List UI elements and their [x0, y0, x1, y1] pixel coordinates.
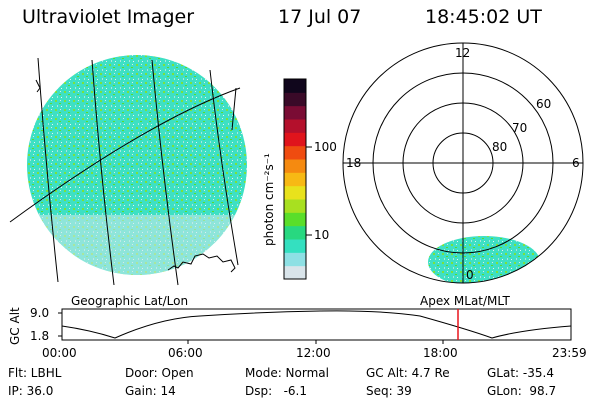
auroral-emission — [428, 236, 540, 283]
colorbar-frame — [283, 78, 307, 280]
colorbar-segment — [284, 265, 306, 280]
mlt-label-12: 12 — [455, 46, 471, 60]
dsp-info: Dsp: -6.1 — [245, 384, 308, 398]
altitude-plot — [58, 308, 572, 344]
longitude-line — [91, 59, 115, 286]
colorbar-unit-label: photon cm⁻²s⁻¹ — [262, 153, 276, 246]
colorbar-segment — [284, 172, 306, 187]
mlat-label-80: 80 — [492, 140, 508, 154]
time-tick-2359: 23:59 — [552, 346, 587, 360]
mlat-label-60: 60 — [536, 97, 552, 111]
longitude-line — [37, 57, 59, 283]
longitude-line — [231, 87, 237, 131]
geographic-image — [9, 55, 247, 286]
altitude-frame — [61, 308, 572, 341]
time-label: 18:45:02 UT — [425, 6, 542, 28]
colorbar-segment — [284, 225, 306, 240]
mlt-label-18: 18 — [346, 156, 362, 170]
altitude-ytick-max: 9.0 — [30, 306, 50, 320]
altitude-ytick-min: 1.8 — [30, 329, 50, 343]
glat-info: GLat: -35.4 — [487, 366, 554, 380]
colorbar-segment — [284, 145, 306, 160]
colorbar — [284, 79, 306, 280]
time-tick-1200: 12:00 — [296, 346, 331, 360]
colorbar-segment — [284, 119, 306, 133]
altitude-ylabel: GC Alt — [8, 307, 22, 345]
filter-info: Flt: LBHL — [8, 366, 62, 380]
geographic-label: Geographic Lat/Lon — [71, 294, 189, 308]
apex-label: Apex MLat/MLT — [420, 294, 510, 308]
seq-info: Seq: 39 — [366, 384, 412, 398]
time-tick-0000: 00:00 — [42, 346, 77, 360]
colorbar-segment — [284, 239, 306, 253]
altitude-curve — [61, 310, 572, 339]
colorbar-segment — [284, 252, 306, 267]
colorbar-segment — [284, 92, 306, 107]
colorbar-segment — [284, 199, 306, 213]
mlt-label-0: 0 — [466, 268, 474, 282]
coastline — [35, 79, 41, 93]
mode-info: Mode: Normal — [245, 366, 329, 380]
instrument-title: Ultraviolet Imager — [22, 6, 195, 28]
mlt-label-6: 6 — [572, 156, 580, 170]
door-info: Door: Open — [125, 366, 194, 380]
colorbar-tick-100: 100 — [314, 140, 337, 154]
polar-plot — [342, 42, 584, 284]
mlat-label-70: 70 — [512, 121, 528, 135]
colorbar-segment — [284, 185, 306, 200]
date-label: 17 Jul 07 — [278, 6, 362, 28]
colorbar-segment — [284, 159, 306, 173]
time-tick-0600: 06:00 — [168, 346, 203, 360]
colorbar-segment — [284, 132, 306, 147]
gc-alt-info: GC Alt: 4.7 Re — [366, 366, 450, 380]
glon-info: GLon: 98.7 — [487, 384, 557, 398]
gain-info: Gain: 14 — [125, 384, 176, 398]
colorbar-segment — [284, 105, 306, 120]
longitude-line — [151, 59, 179, 286]
colorbar-segment — [284, 79, 306, 93]
longitude-line — [209, 69, 239, 266]
latitude-line — [9, 87, 241, 223]
ip-info: IP: 36.0 — [8, 384, 54, 398]
colorbar-tick-10: 10 — [314, 228, 330, 242]
coastline — [167, 253, 236, 273]
colorbar-segment — [284, 212, 306, 227]
time-tick-1800: 18:00 — [423, 346, 458, 360]
